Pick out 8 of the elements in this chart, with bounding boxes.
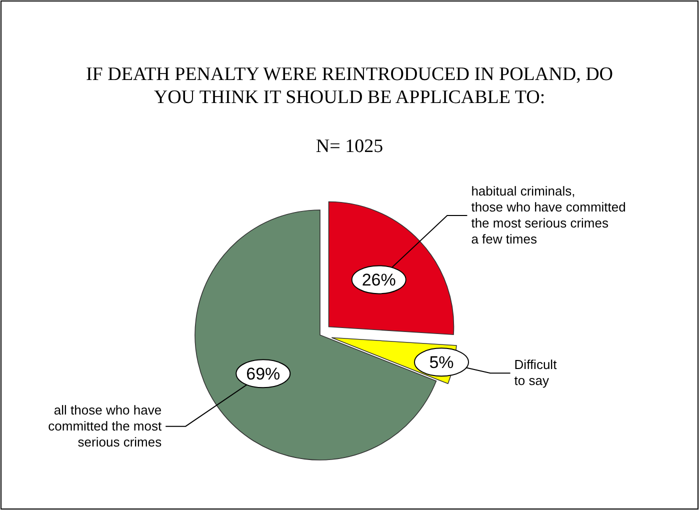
slice-label: habitual criminals, those who have committed the most serious crimes a few times [471,184,626,247]
data-label: 26% [362,270,396,290]
slice-label: all those who have committed the most serious crimes [48,402,162,450]
slice-label: Difficult to say [514,357,558,388]
chart-subtitle: N= 1025 [316,136,384,157]
data-label: 69% [246,364,280,384]
data-label: 5% [429,353,454,372]
chart-title: IF DEATH PENALTY WERE REINTRODUCED IN POLAND, DO YOU THINK IT SHOULD BE APPLICABLE TO: [86,64,614,108]
